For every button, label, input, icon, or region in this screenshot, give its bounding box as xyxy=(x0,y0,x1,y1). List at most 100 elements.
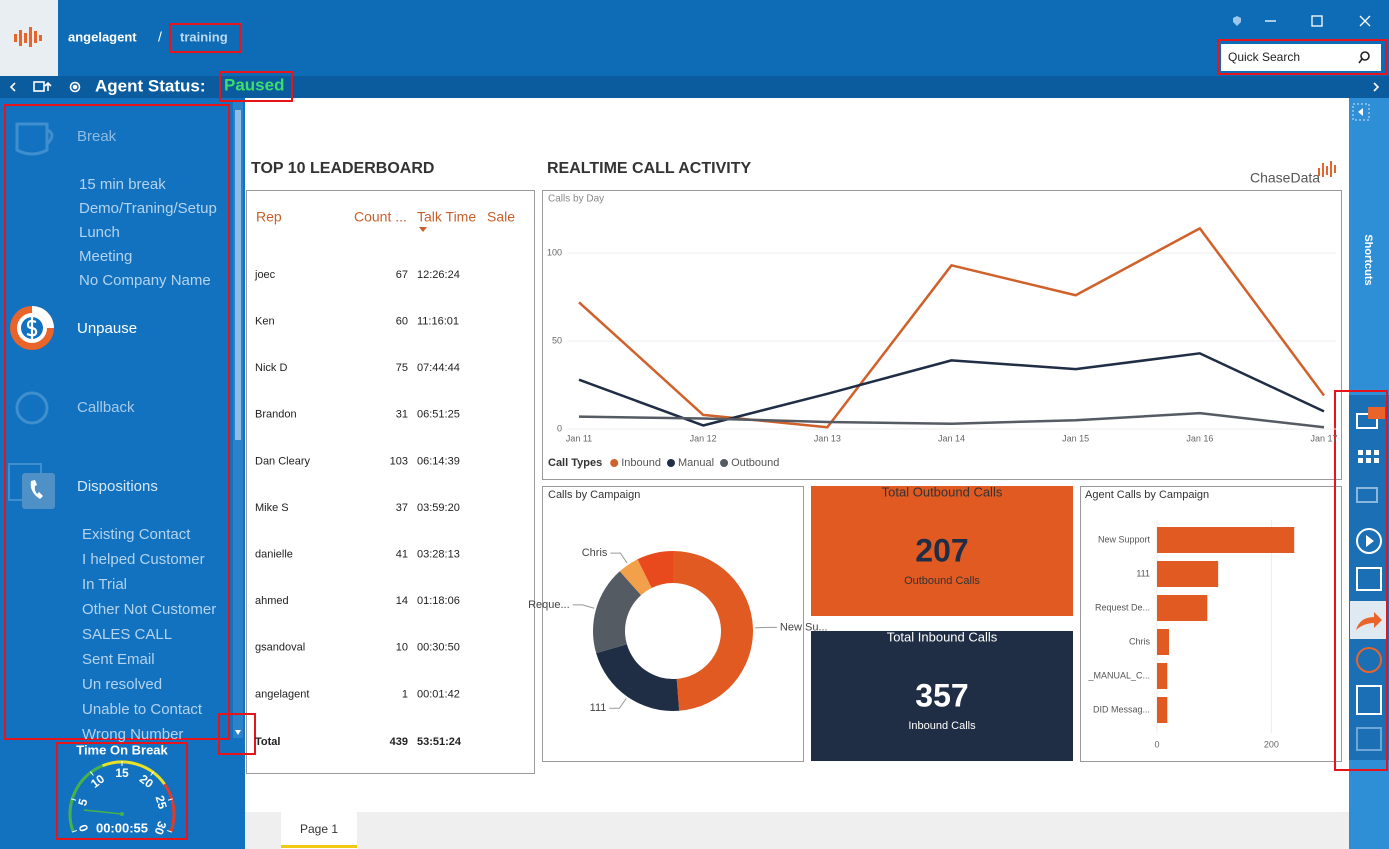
talk-time: 06:14:39 xyxy=(417,455,460,467)
page-tab-label[interactable]: Page 1 xyxy=(300,822,338,836)
shortcut-buttons[interactable] xyxy=(1350,407,1388,751)
column-header[interactable]: Sale xyxy=(487,209,515,225)
menu-option[interactable]: Lunch xyxy=(79,224,120,241)
rep-name: Mike S xyxy=(255,502,289,514)
bar xyxy=(1157,561,1219,587)
menu-option[interactable]: Un resolved xyxy=(82,676,162,693)
menu-option[interactable]: I helped Customer xyxy=(82,551,205,568)
x-tick-label: Jan 17 xyxy=(1310,433,1337,443)
x-tick-label: 0 xyxy=(1154,739,1159,749)
kpi-title: Total Inbound Calls xyxy=(887,629,998,644)
kpi-value: 207 xyxy=(915,532,968,568)
y-tick-label: DID Messag... xyxy=(1093,704,1150,714)
page-tab[interactable] xyxy=(281,812,357,849)
menu-option[interactable]: Wrong Number xyxy=(82,726,183,743)
gauge-tick xyxy=(89,771,94,776)
rep-name: joec xyxy=(254,269,276,281)
legend-label[interactable]: Outbound xyxy=(731,457,779,469)
gauge-tick xyxy=(167,798,173,801)
x-tick-label: 200 xyxy=(1264,739,1279,749)
column-header[interactable]: Talk Time xyxy=(417,209,476,225)
campaign-name[interactable]: training xyxy=(180,29,228,44)
menu-item[interactable]: Dispositions xyxy=(77,478,158,495)
menu-option[interactable]: Demo/Traning/Setup xyxy=(79,200,217,217)
donut-slice xyxy=(593,571,642,654)
donut-slice xyxy=(673,550,754,711)
gauge-tick xyxy=(150,771,155,776)
talk-time: 03:28:13 xyxy=(417,549,460,561)
search-box[interactable] xyxy=(1221,44,1381,71)
column-header[interactable]: Rep xyxy=(256,209,282,225)
legend-label[interactable]: Inbound xyxy=(621,457,661,469)
brand-name: ChaseData xyxy=(1250,170,1320,186)
talk-time: 53:51:24 xyxy=(417,736,462,748)
talk-time: 03:59:20 xyxy=(417,502,460,514)
report-area xyxy=(245,98,1349,849)
menu-option[interactable]: 15 min break xyxy=(79,176,166,193)
column-header[interactable]: Count ... xyxy=(354,209,407,225)
search-icon[interactable] xyxy=(1358,51,1370,64)
call-count: 67 xyxy=(396,269,408,281)
call-count: 75 xyxy=(396,362,408,374)
donut-slice xyxy=(619,559,652,596)
gauge-tick-label: 5 xyxy=(75,797,90,808)
menu-option[interactable]: In Trial xyxy=(82,576,127,593)
menu-item[interactable]: Callback xyxy=(77,399,135,416)
legend-title: Call Types xyxy=(548,457,602,469)
legend-label[interactable]: Manual xyxy=(678,457,714,469)
kpi-card xyxy=(811,486,1073,616)
menu-option[interactable]: Existing Contact xyxy=(82,526,191,543)
elapsed-time: 00:00:55 xyxy=(96,820,148,835)
scroll-down[interactable] xyxy=(235,730,241,735)
callback-icon xyxy=(15,391,49,425)
leader-line xyxy=(572,604,595,609)
talk-time: 01:18:06 xyxy=(417,595,460,607)
rep-name: danielle xyxy=(255,549,293,561)
window-controls[interactable] xyxy=(1233,15,1371,27)
unpause-icon xyxy=(10,306,54,350)
menu-item[interactable]: Unpause xyxy=(77,320,137,337)
call-count: 14 xyxy=(396,595,408,607)
status-value[interactable]: Paused xyxy=(224,75,284,94)
menu-item[interactable]: Break xyxy=(77,128,117,145)
slice-label: Reque... xyxy=(528,599,570,611)
call-count: 1 xyxy=(402,688,408,700)
kpi-caption: Inbound Calls xyxy=(908,720,976,732)
collapse-button[interactable] xyxy=(1352,103,1370,121)
slice-label: New Su... xyxy=(780,621,828,633)
menu-option[interactable]: SALES CALL xyxy=(82,626,172,643)
call-count: 439 xyxy=(390,736,408,748)
slice-label: Chris xyxy=(582,547,608,559)
kpi-card xyxy=(811,631,1073,761)
y-tick-label: 0 xyxy=(557,423,562,433)
chart-title: Calls by Campaign xyxy=(548,489,640,501)
talk-time: 00:30:50 xyxy=(417,642,460,654)
gauge-tick-label: 25 xyxy=(152,794,169,811)
menu-option[interactable]: Unable to Contact xyxy=(82,701,203,718)
scrollbar-thumb[interactable] xyxy=(235,110,241,440)
y-tick-label: 50 xyxy=(552,335,562,345)
line-series xyxy=(578,411,1325,429)
talk-time: 06:51:25 xyxy=(417,409,460,421)
kpi-value: 357 xyxy=(915,677,968,713)
legend-swatch xyxy=(666,459,675,467)
status-label: Agent Status: xyxy=(95,76,206,95)
search-placeholder[interactable]: Quick Search xyxy=(1228,50,1300,64)
y-tick-label: 100 xyxy=(547,247,562,257)
nav-icons[interactable] xyxy=(9,81,1380,93)
user-name: angelagent xyxy=(68,29,137,44)
menu-option[interactable]: No Company Name xyxy=(79,272,211,289)
rep-name: ahmed xyxy=(255,595,289,607)
menu-option[interactable]: Sent Email xyxy=(82,651,155,668)
talk-time: 11:16:01 xyxy=(417,316,459,328)
gauge-tick-label: 15 xyxy=(115,766,129,780)
shortcuts-label[interactable]: Shortcuts xyxy=(1362,234,1374,285)
section-title: REALTIME CALL ACTIVITY xyxy=(547,160,751,177)
call-count: 37 xyxy=(396,502,408,514)
chart-title: Calls by Day xyxy=(548,194,604,205)
menu-option[interactable]: Other Not Customer xyxy=(82,601,216,618)
donut-slice xyxy=(596,644,680,711)
call-count: 10 xyxy=(396,642,408,654)
menu-option[interactable]: Meeting xyxy=(79,248,132,265)
